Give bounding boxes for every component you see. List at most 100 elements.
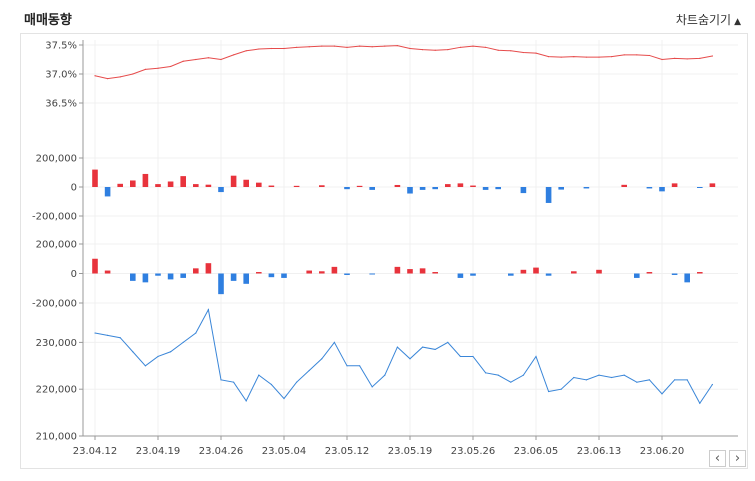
middle-2-bar xyxy=(319,271,325,274)
middle-1-bar xyxy=(671,183,678,187)
middle-1-bar xyxy=(268,185,275,187)
middle-1-bar xyxy=(545,187,552,203)
bottom-point xyxy=(157,355,159,358)
bottom-point xyxy=(170,351,172,353)
middle-1-bar xyxy=(218,187,224,193)
top-point xyxy=(107,78,109,80)
top-point xyxy=(674,57,676,59)
bottom-point xyxy=(94,332,96,334)
bottom-point xyxy=(132,351,134,353)
middle-1-bar xyxy=(520,187,527,194)
bottom-point xyxy=(510,381,512,383)
top-point xyxy=(132,73,134,75)
y-tick-label: 210,000 xyxy=(36,432,77,443)
bottom-point xyxy=(598,374,600,376)
top-point xyxy=(409,47,411,50)
bottom-point xyxy=(422,346,424,348)
middle-1-bar xyxy=(230,175,237,187)
top-point xyxy=(396,44,398,47)
middle-1-bar xyxy=(432,187,438,190)
bottom-point xyxy=(485,372,487,374)
x-tick-label: 23.06.13 xyxy=(577,446,622,457)
bottom-point xyxy=(636,381,638,383)
middle-2-bar xyxy=(457,273,464,278)
middle-2-bar xyxy=(331,266,338,274)
bottom-point xyxy=(459,355,461,358)
bottom-point xyxy=(270,383,272,386)
x-tick-label: 23.06.05 xyxy=(514,446,559,457)
bottom-point xyxy=(409,358,411,360)
bottom-point xyxy=(384,374,386,376)
bottom-point xyxy=(359,365,361,367)
middle-1-bar xyxy=(482,187,489,190)
prev-page-button[interactable]: ‹ xyxy=(709,450,726,467)
top-point xyxy=(686,58,688,60)
top-point xyxy=(359,45,361,47)
triangle-up-icon: ▲ xyxy=(734,17,741,27)
middle-2-bar xyxy=(268,273,275,278)
middle-1-bar xyxy=(646,187,653,189)
x-tick-label: 23.05.19 xyxy=(388,446,433,457)
middle-1-bar xyxy=(659,187,665,192)
middle-2-bar xyxy=(205,263,212,274)
top-point xyxy=(384,45,386,47)
middle-1-bar xyxy=(155,184,161,187)
middle-1-bar xyxy=(697,187,703,188)
top-point xyxy=(144,68,146,70)
middle-2-bar xyxy=(142,273,149,283)
top-point xyxy=(371,46,373,48)
top-point xyxy=(459,46,461,48)
y-tick-label: 220,000 xyxy=(36,385,77,396)
middle-2-bar xyxy=(432,272,438,274)
x-tick-label: 23.04.26 xyxy=(199,446,244,457)
middle-2-bar xyxy=(533,267,539,274)
top-point xyxy=(636,54,638,56)
middle-2-bar xyxy=(243,273,249,284)
middle-1-bar xyxy=(621,184,627,187)
top-point xyxy=(296,46,298,48)
middle-1-bar xyxy=(117,183,123,187)
middle-1-bar xyxy=(583,187,590,189)
middle-1-bar xyxy=(709,183,716,187)
x-tick-label: 23.06.20 xyxy=(640,446,685,457)
middle-2-bar xyxy=(281,273,287,278)
top-point xyxy=(333,45,335,47)
middle-1-bar xyxy=(205,184,212,187)
chart-marks xyxy=(92,44,716,405)
bottom-point xyxy=(611,376,613,379)
middle-1-bar xyxy=(167,181,174,187)
bottom-point xyxy=(195,332,197,334)
bottom-point xyxy=(434,348,436,351)
middle-1-bar xyxy=(394,184,401,187)
x-tick-label: 23.05.26 xyxy=(451,446,496,457)
chart-grid xyxy=(83,40,738,437)
bottom-point xyxy=(648,379,651,381)
bottom-point xyxy=(220,379,222,381)
top-point xyxy=(119,76,121,78)
top-point xyxy=(94,75,96,77)
bottom-point xyxy=(447,341,449,343)
hide-chart-toggle[interactable]: 차트숨기기 ▲ xyxy=(676,11,741,28)
bottom-point xyxy=(258,374,260,376)
bottom-point xyxy=(522,374,525,376)
bottom-point xyxy=(119,337,121,339)
y-tick-label: 200,000 xyxy=(36,240,77,251)
next-page-button[interactable]: › xyxy=(729,450,746,467)
top-point xyxy=(510,50,512,52)
top-point xyxy=(598,56,600,58)
bottom-point xyxy=(548,390,550,393)
x-tick-label: 23.05.04 xyxy=(262,446,307,457)
middle-2-bar xyxy=(407,269,413,274)
middle-2-bar xyxy=(470,273,476,276)
middle-2-bar xyxy=(684,273,690,283)
x-tick-label: 23.04.19 xyxy=(136,446,181,457)
y-tick-label: 36.5% xyxy=(45,99,77,110)
top-point xyxy=(585,56,588,58)
bottom-point xyxy=(371,386,373,388)
middle-2-bar xyxy=(344,273,350,275)
middle-2-bar xyxy=(394,266,401,274)
top-point xyxy=(535,52,537,54)
middle-2-bar xyxy=(230,273,237,281)
middle-2-bar xyxy=(508,273,514,276)
middle-2-bar xyxy=(155,273,161,276)
